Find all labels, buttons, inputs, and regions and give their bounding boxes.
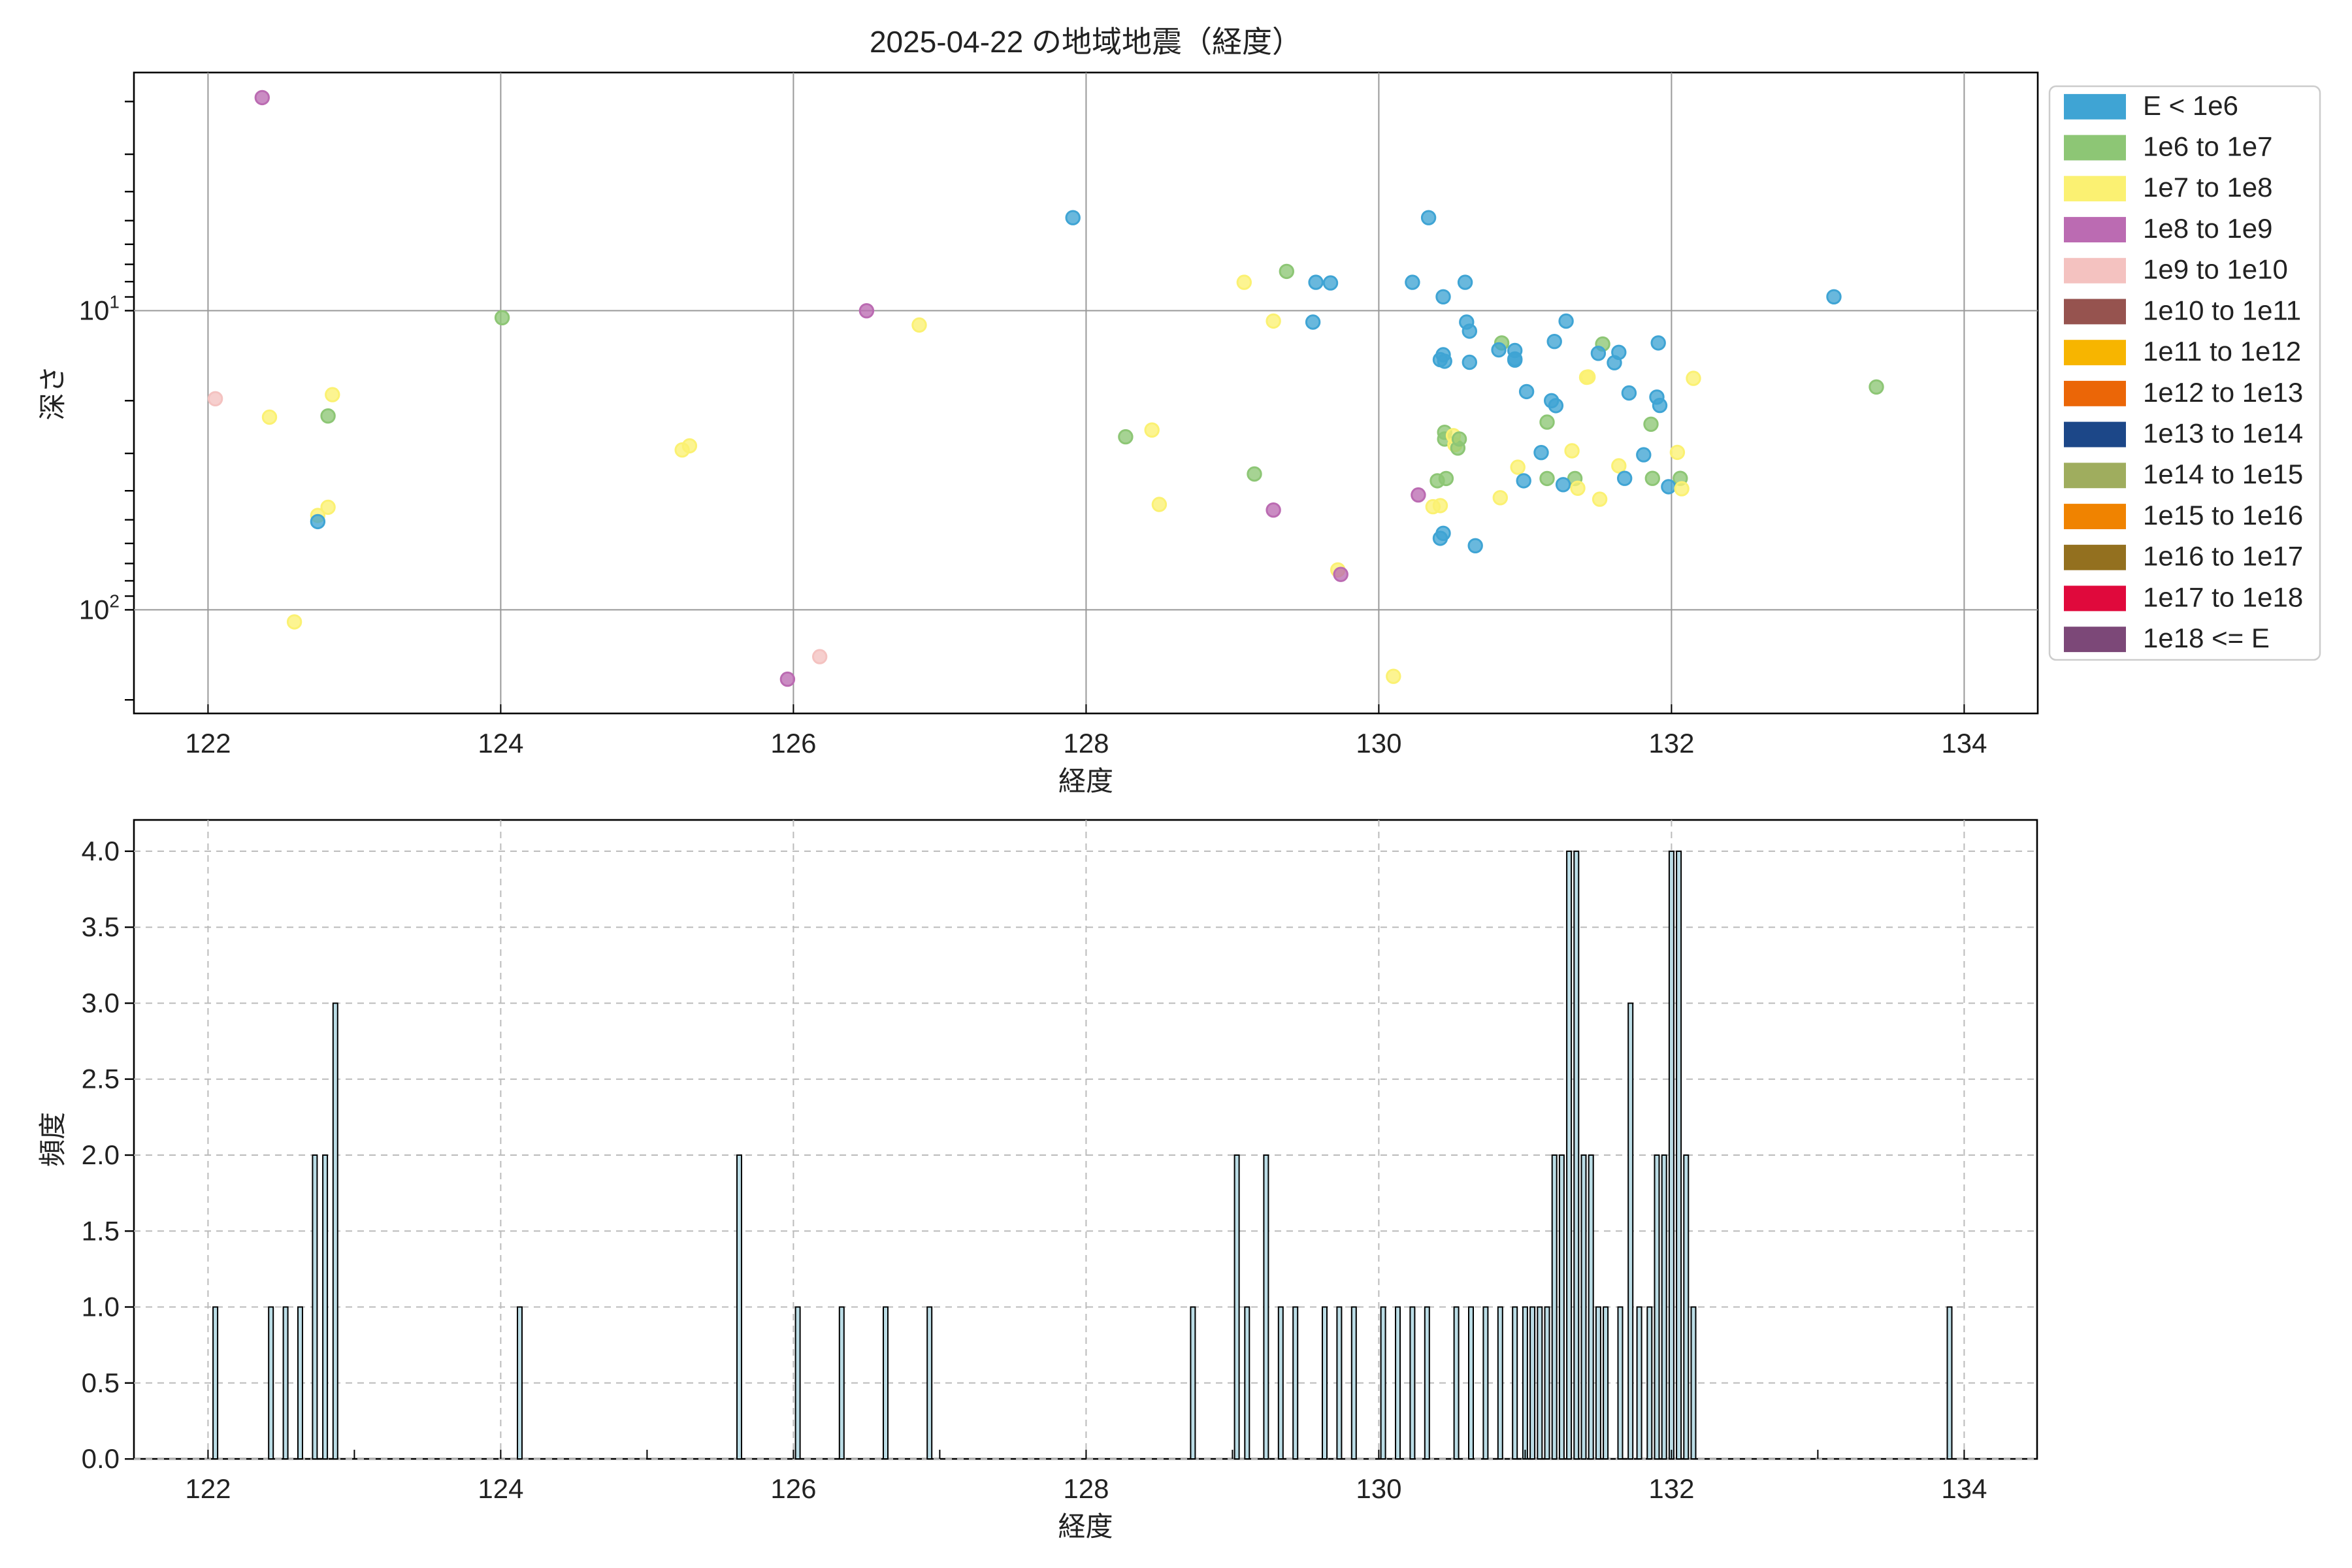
- svg-text:1e13 to 1e14: 1e13 to 1e14: [2143, 418, 2303, 449]
- svg-text:1e11 to 1e12: 1e11 to 1e12: [2143, 336, 2301, 367]
- svg-text:1e15 to 1e16: 1e15 to 1e16: [2143, 500, 2303, 531]
- svg-text:2.0: 2.0: [82, 1139, 120, 1170]
- svg-text:126: 126: [770, 728, 816, 759]
- svg-text:1e7 to 1e8: 1e7 to 1e8: [2143, 172, 2273, 203]
- svg-text:深さ: 深さ: [37, 365, 68, 420]
- svg-text:2025-04-22 の地域地震（経度）: 2025-04-22 の地域地震（経度）: [870, 25, 1302, 59]
- svg-text:3.5: 3.5: [82, 911, 120, 942]
- svg-text:4.0: 4.0: [82, 836, 120, 866]
- svg-text:1e16 to 1e17: 1e16 to 1e17: [2143, 541, 2303, 572]
- svg-text:1e18 <= E: 1e18 <= E: [2143, 623, 2270, 653]
- svg-text:124: 124: [478, 728, 523, 759]
- svg-text:1e12 to 1e13: 1e12 to 1e13: [2143, 377, 2303, 408]
- svg-text:E < 1e6: E < 1e6: [2143, 90, 2238, 121]
- svg-text:122: 122: [185, 1473, 231, 1504]
- svg-text:124: 124: [478, 1473, 523, 1504]
- svg-text:1e14 to 1e15: 1e14 to 1e15: [2143, 459, 2303, 489]
- svg-text:1e10 to 1e11: 1e10 to 1e11: [2143, 295, 2301, 325]
- svg-text:134: 134: [1941, 728, 1987, 759]
- svg-text:2.5: 2.5: [82, 1064, 120, 1094]
- svg-text:132: 132: [1648, 1473, 1694, 1504]
- svg-text:0.0: 0.0: [82, 1443, 120, 1474]
- svg-text:1e6 to 1e7: 1e6 to 1e7: [2143, 131, 2273, 162]
- svg-text:1.5: 1.5: [82, 1215, 120, 1246]
- svg-text:1e8 to 1e9: 1e8 to 1e9: [2143, 213, 2273, 244]
- svg-text:1e9 to 1e10: 1e9 to 1e10: [2143, 254, 2288, 285]
- svg-text:0.5: 0.5: [82, 1367, 120, 1398]
- svg-text:128: 128: [1063, 1473, 1109, 1504]
- svg-text:126: 126: [770, 1473, 816, 1504]
- svg-text:134: 134: [1941, 1473, 1987, 1504]
- svg-text:1.0: 1.0: [82, 1292, 120, 1322]
- svg-text:1e17 to 1e18: 1e17 to 1e18: [2143, 581, 2303, 612]
- svg-text:122: 122: [185, 728, 231, 759]
- svg-text:頻度: 頻度: [37, 1112, 68, 1167]
- svg-text:130: 130: [1356, 1473, 1401, 1504]
- svg-text:経度: 経度: [1058, 766, 1113, 796]
- svg-text:3.0: 3.0: [82, 988, 120, 1019]
- svg-text:132: 132: [1648, 728, 1694, 759]
- svg-text:128: 128: [1063, 728, 1109, 759]
- svg-text:経度: 経度: [1058, 1511, 1113, 1542]
- svg-text:130: 130: [1356, 728, 1401, 759]
